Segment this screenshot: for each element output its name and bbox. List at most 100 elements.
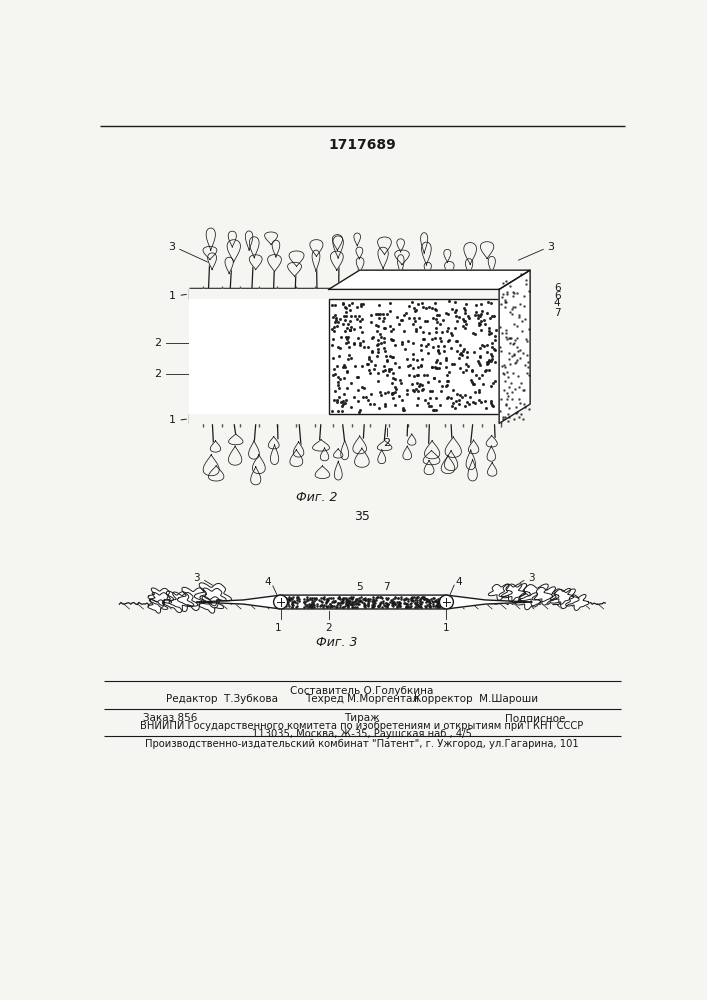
Point bbox=[371, 348, 382, 364]
Point bbox=[382, 590, 393, 606]
Point bbox=[320, 598, 332, 614]
Point bbox=[413, 378, 424, 394]
Text: 3: 3 bbox=[194, 573, 200, 583]
Point bbox=[303, 596, 315, 612]
Text: 4: 4 bbox=[554, 298, 561, 308]
Point bbox=[345, 596, 356, 612]
Point bbox=[513, 309, 525, 325]
Point bbox=[395, 372, 406, 388]
Point bbox=[330, 310, 341, 326]
Point bbox=[390, 371, 401, 387]
Bar bbox=[329, 299, 499, 414]
Point bbox=[367, 593, 378, 609]
Point bbox=[327, 309, 339, 325]
Point bbox=[430, 330, 441, 346]
Point bbox=[402, 333, 414, 349]
Point bbox=[503, 345, 515, 361]
Point bbox=[411, 375, 423, 391]
Point bbox=[390, 355, 401, 371]
Point bbox=[441, 377, 452, 393]
Point bbox=[328, 319, 339, 335]
Point bbox=[370, 592, 381, 608]
Point bbox=[510, 399, 522, 415]
Point bbox=[354, 590, 365, 606]
Point bbox=[293, 589, 304, 605]
Point bbox=[415, 595, 426, 611]
Point bbox=[508, 347, 520, 363]
Point bbox=[410, 302, 421, 318]
Point bbox=[396, 591, 407, 607]
Point bbox=[490, 322, 501, 338]
Point bbox=[420, 591, 431, 607]
Point bbox=[368, 598, 380, 614]
Point bbox=[432, 594, 443, 610]
Point bbox=[438, 312, 449, 328]
Point bbox=[518, 411, 529, 427]
Point bbox=[443, 306, 454, 322]
Point bbox=[457, 318, 469, 334]
Point bbox=[373, 598, 385, 614]
Point bbox=[346, 597, 358, 613]
Point bbox=[290, 599, 301, 615]
Point bbox=[353, 596, 364, 612]
Point bbox=[333, 389, 344, 405]
Point bbox=[327, 403, 338, 419]
Point bbox=[474, 349, 486, 365]
Point bbox=[351, 599, 362, 615]
Point bbox=[463, 396, 474, 412]
Point bbox=[404, 310, 415, 326]
Text: 2: 2 bbox=[155, 369, 162, 379]
Point bbox=[453, 350, 464, 366]
Point bbox=[318, 591, 329, 607]
Point bbox=[384, 594, 395, 610]
Point bbox=[287, 597, 298, 613]
Polygon shape bbox=[177, 587, 212, 611]
Point bbox=[508, 411, 520, 427]
Point bbox=[334, 311, 346, 327]
Point bbox=[521, 333, 532, 349]
Point bbox=[287, 591, 298, 607]
Point bbox=[520, 331, 532, 347]
Point bbox=[373, 310, 385, 326]
Point bbox=[370, 306, 382, 322]
Point bbox=[481, 354, 492, 370]
Point bbox=[511, 404, 522, 420]
Point bbox=[508, 346, 520, 362]
Point bbox=[400, 590, 411, 606]
Text: 1: 1 bbox=[443, 623, 450, 633]
Point bbox=[394, 595, 405, 611]
Point bbox=[504, 278, 515, 294]
Point bbox=[317, 590, 328, 606]
Point bbox=[428, 590, 440, 606]
Polygon shape bbox=[228, 434, 243, 445]
Point bbox=[302, 589, 313, 605]
Point bbox=[470, 395, 481, 411]
Point bbox=[286, 594, 298, 610]
Point bbox=[333, 589, 344, 605]
Point bbox=[406, 595, 417, 611]
Point bbox=[340, 595, 351, 611]
Point bbox=[305, 598, 316, 614]
Point bbox=[433, 593, 444, 609]
Point bbox=[410, 321, 421, 337]
Point bbox=[390, 589, 401, 605]
Point bbox=[432, 597, 443, 613]
Point bbox=[427, 596, 438, 612]
Point bbox=[423, 398, 435, 414]
Point bbox=[351, 595, 363, 611]
Point bbox=[373, 598, 385, 614]
Point bbox=[332, 394, 343, 410]
Point bbox=[517, 382, 528, 398]
Point bbox=[409, 368, 420, 384]
Point bbox=[393, 359, 404, 375]
Point bbox=[349, 336, 360, 352]
Point bbox=[368, 589, 379, 605]
Point bbox=[498, 366, 510, 382]
Polygon shape bbox=[441, 456, 455, 474]
Text: Фиг. 3: Фиг. 3 bbox=[315, 636, 357, 649]
Text: 4: 4 bbox=[455, 577, 462, 587]
Point bbox=[392, 309, 403, 325]
Point bbox=[428, 370, 440, 386]
Point bbox=[310, 591, 321, 607]
Point bbox=[337, 396, 349, 412]
